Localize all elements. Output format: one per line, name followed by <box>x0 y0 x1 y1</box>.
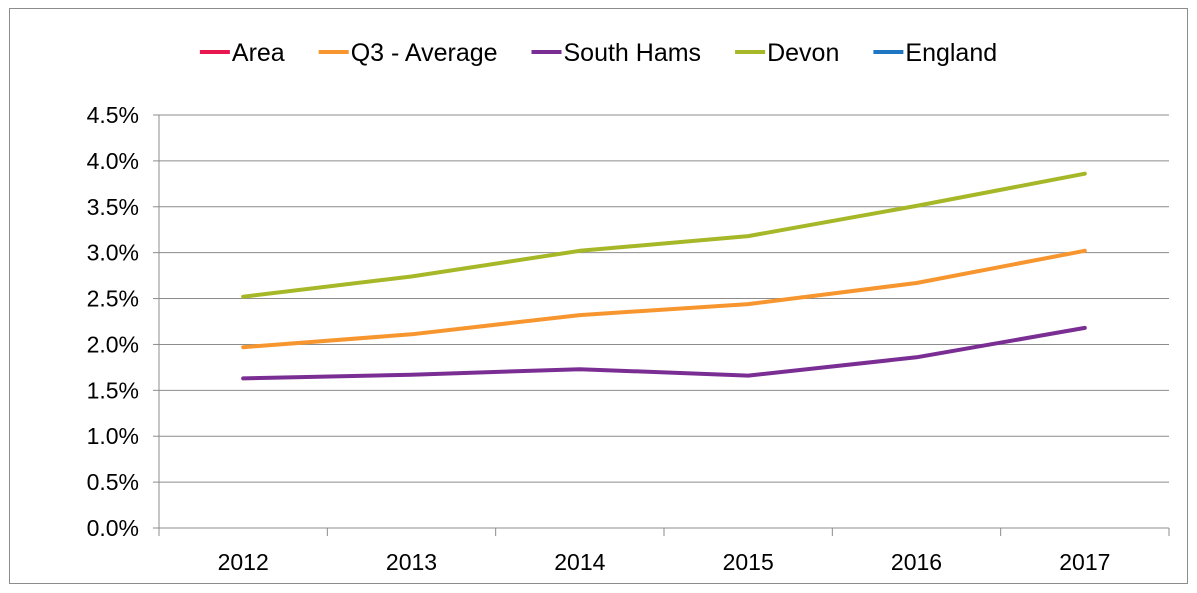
legend-item: Devon <box>735 39 839 67</box>
x-axis-ticks: 2012 2013 2014 2015 2016 2017 <box>158 528 1170 575</box>
legend-item: Area <box>199 39 285 67</box>
y-tick-label: 3.0% <box>87 240 139 266</box>
x-tick-label: 2015 <box>723 549 774 575</box>
y-tick-label: 3.5% <box>87 194 139 220</box>
legend-label: South Hams <box>564 39 702 67</box>
legend-item: South Hams <box>531 39 702 67</box>
chart-frame <box>9 8 1188 584</box>
series-line-south-hams <box>241 325 1087 381</box>
x-tick-label: 2012 <box>218 549 269 575</box>
legend-label: Q3 - Average <box>351 39 498 67</box>
y-tick-label: 0.0% <box>87 515 139 541</box>
legend-item: England <box>873 39 997 67</box>
y-tick-label: 4.5% <box>87 102 139 128</box>
y-tick-label: 1.5% <box>87 377 139 403</box>
legend-label: Devon <box>767 39 839 67</box>
x-tick-label: 2014 <box>554 549 605 575</box>
y-tick-label: 1.0% <box>87 423 139 449</box>
y-tick-label: 0.5% <box>87 469 139 495</box>
legend-label: Area <box>232 39 285 67</box>
series-lines <box>241 171 1087 381</box>
x-tick-label: 2017 <box>1059 549 1110 575</box>
y-tick-label: 2.0% <box>87 331 139 357</box>
legend-label: England <box>905 39 997 67</box>
axes <box>158 115 1169 529</box>
legend: Area Q3 - Average South Hams Devon England <box>199 39 997 67</box>
y-axis-ticks: 0.0% 0.5% 1.0% 1.5% 2.0% 2.5% 3.0% 3.5% 4.0% 4.5% <box>87 102 159 541</box>
y-tick-label: 4.0% <box>87 148 139 174</box>
x-tick-label: 2013 <box>386 549 437 575</box>
series-line-q3-average <box>241 248 1087 350</box>
series-line-devon <box>241 171 1087 299</box>
gridlines <box>159 114 1169 483</box>
legend-item: Q3 - Average <box>318 39 498 67</box>
y-tick-label: 2.5% <box>87 286 139 312</box>
x-tick-label: 2016 <box>891 549 942 575</box>
